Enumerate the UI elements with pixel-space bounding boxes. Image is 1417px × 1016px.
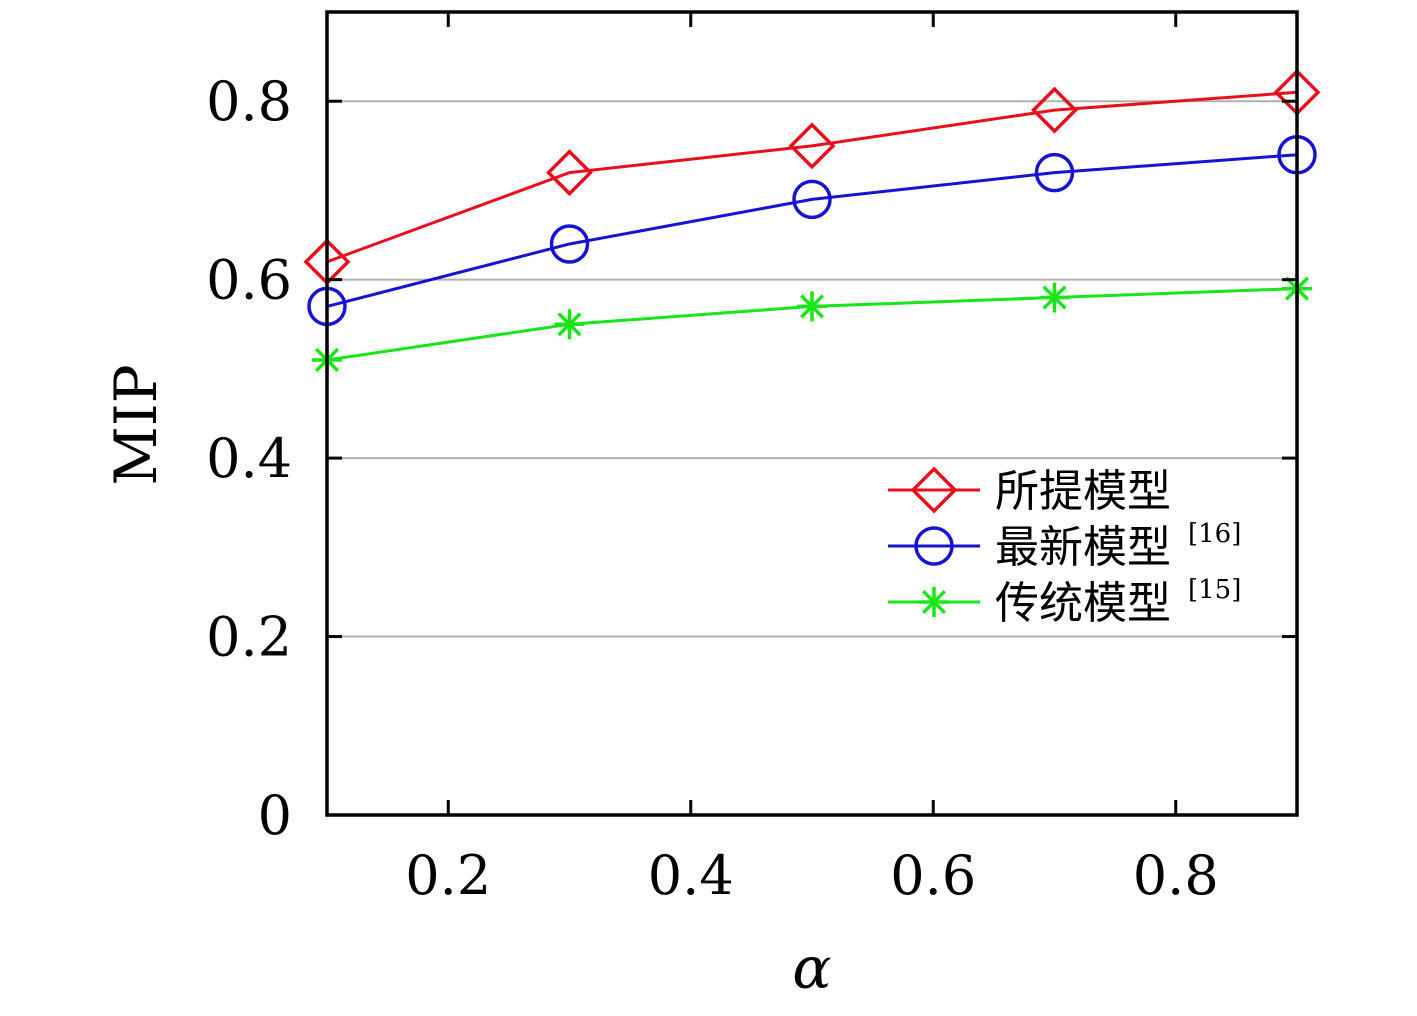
grid-lines — [327, 100, 1297, 638]
y-tick-label: 0.2 — [206, 606, 292, 669]
legend-marker-asterisk — [919, 587, 949, 617]
x-tick-label: 0.6 — [890, 844, 976, 907]
series-line — [326, 90, 1298, 264]
data-point-circle — [792, 179, 832, 220]
data-point-circle — [549, 224, 590, 264]
legend-entry: 所提模型 — [888, 466, 1171, 517]
y-tick-label: 0.8 — [206, 70, 292, 133]
x-axis-label: α — [792, 934, 831, 1002]
plot-frame — [325, 10, 1299, 817]
data-point-asterisk — [1039, 282, 1070, 313]
data-point-diamond — [788, 122, 836, 170]
x-tick-label: 0.4 — [648, 844, 734, 907]
data-point-asterisk — [797, 291, 827, 322]
legend-marker-circle — [914, 526, 954, 566]
legend-entry: 最新模型 [16] — [888, 519, 1241, 573]
x-tick-label: 0.8 — [1133, 844, 1219, 907]
y-tick-label: 0.4 — [206, 427, 292, 490]
tick-marks — [327, 12, 1297, 817]
data-point-asterisk — [554, 309, 585, 340]
series-3 — [312, 273, 1312, 375]
legend-label: 所提模型 — [995, 466, 1171, 517]
x-tick-label: 0.2 — [405, 844, 491, 907]
y-axis-label: MIP — [102, 364, 170, 485]
legend-marker-diamond — [910, 466, 958, 514]
series-1 — [303, 68, 1321, 286]
series-line — [326, 153, 1298, 308]
tick-labels: 0 0.2 0.4 0.6 0.8 0.2 0.4 0.6 0.8 — [206, 70, 1219, 907]
legend-citation: [16] — [1188, 519, 1241, 549]
data-point-circle — [1034, 152, 1075, 193]
legend-entry: 传统模型 [15] — [888, 575, 1241, 629]
y-tick-label: 0 — [258, 784, 292, 847]
data-point-diamond — [1031, 86, 1078, 134]
series-layer — [303, 68, 1321, 375]
data-point-diamond — [546, 149, 593, 197]
legend-label: 最新模型 — [995, 522, 1171, 573]
legend-label: 传统模型 — [995, 578, 1171, 629]
y-tick-label: 0.6 — [206, 249, 292, 312]
legend-citation: [15] — [1188, 575, 1241, 605]
